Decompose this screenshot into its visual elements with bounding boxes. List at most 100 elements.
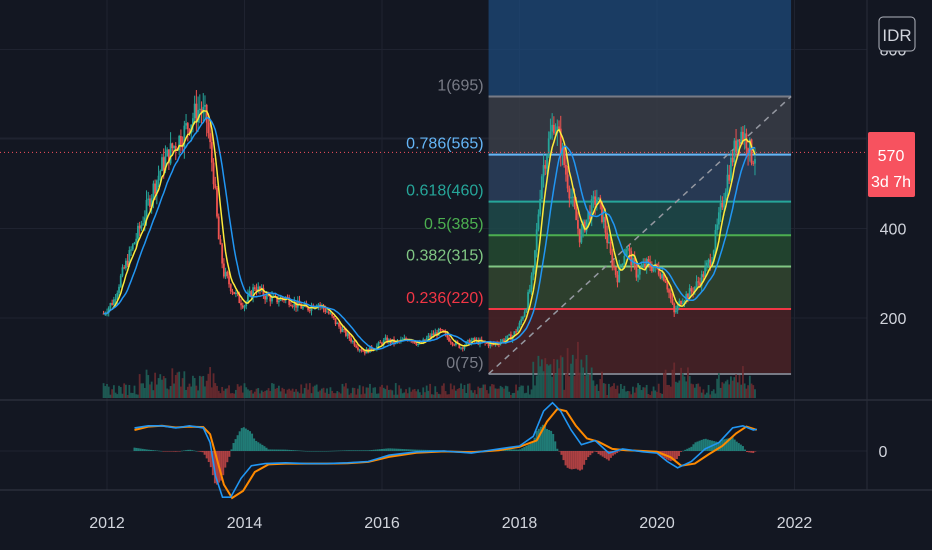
candle-body[interactable]	[250, 291, 253, 297]
candle-body[interactable]	[222, 263, 225, 277]
candle-body[interactable]	[716, 224, 719, 231]
candle-body[interactable]	[625, 249, 627, 257]
candle-body[interactable]	[236, 292, 239, 294]
candle-body[interactable]	[430, 333, 433, 337]
candle-body[interactable]	[271, 296, 273, 302]
candle-body[interactable]	[513, 331, 516, 337]
candle-body[interactable]	[542, 165, 545, 177]
candle-body[interactable]	[357, 347, 359, 350]
candle-body[interactable]	[195, 103, 198, 123]
candle-body[interactable]	[501, 339, 504, 342]
candle-body[interactable]	[109, 303, 112, 308]
candle-body[interactable]	[485, 342, 488, 344]
candle-body[interactable]	[681, 302, 684, 305]
candle-body[interactable]	[721, 202, 724, 208]
candle-body[interactable]	[685, 293, 688, 302]
candle-body[interactable]	[119, 275, 122, 287]
candle-body[interactable]	[231, 291, 234, 293]
candle-body[interactable]	[255, 289, 258, 292]
candle-body[interactable]	[527, 292, 529, 309]
candle-body[interactable]	[257, 286, 260, 292]
candle-body[interactable]	[198, 108, 201, 110]
candle-body[interactable]	[693, 286, 696, 293]
candle-body[interactable]	[470, 339, 473, 345]
candle-body[interactable]	[166, 149, 169, 157]
candle-body[interactable]	[477, 339, 480, 345]
candle-body[interactable]	[412, 341, 414, 343]
candle-body[interactable]	[212, 162, 215, 185]
currency-button-frame[interactable]	[878, 16, 916, 52]
candle-body[interactable]	[468, 339, 471, 345]
candle-body[interactable]	[149, 198, 151, 207]
candle-body[interactable]	[635, 264, 638, 278]
candle-body[interactable]	[427, 335, 430, 339]
candle-body[interactable]	[252, 287, 254, 297]
candle-body[interactable]	[661, 274, 664, 279]
candle-body[interactable]	[465, 341, 468, 346]
candle-body[interactable]	[566, 174, 569, 189]
candle-body[interactable]	[745, 133, 748, 149]
candle-body[interactable]	[403, 338, 406, 340]
candle-body[interactable]	[609, 242, 612, 254]
candle-body[interactable]	[384, 337, 387, 340]
candle-body[interactable]	[558, 126, 560, 129]
candle-body[interactable]	[657, 267, 660, 275]
candle-body[interactable]	[539, 198, 542, 215]
candle-body[interactable]	[503, 339, 505, 342]
candle-body[interactable]	[298, 300, 301, 306]
candle-body[interactable]	[229, 284, 232, 292]
candle-body[interactable]	[683, 301, 686, 303]
candle-body[interactable]	[126, 260, 129, 266]
candle-body[interactable]	[504, 339, 507, 342]
candle-body[interactable]	[602, 216, 605, 222]
candle-body[interactable]	[680, 300, 682, 305]
candle-body[interactable]	[432, 333, 435, 336]
candle-body[interactable]	[216, 187, 218, 217]
candle-body[interactable]	[351, 340, 354, 342]
candle-body[interactable]	[245, 301, 248, 307]
candle-body[interactable]	[697, 281, 700, 283]
candle-body[interactable]	[561, 147, 564, 156]
candle-body[interactable]	[523, 311, 526, 317]
candle-body[interactable]	[748, 139, 751, 155]
candle-body[interactable]	[226, 271, 229, 277]
candle-body[interactable]	[128, 250, 131, 266]
candle-body[interactable]	[358, 349, 361, 351]
candle-body[interactable]	[578, 228, 581, 243]
candle-body[interactable]	[650, 267, 653, 272]
candle-body[interactable]	[142, 223, 144, 225]
candle-body[interactable]	[460, 347, 462, 349]
candle-body[interactable]	[733, 140, 736, 163]
candle-body[interactable]	[544, 165, 547, 169]
candle-body[interactable]	[547, 138, 550, 156]
candle-body[interactable]	[181, 146, 184, 148]
candle-body[interactable]	[329, 313, 332, 315]
candle-body[interactable]	[276, 296, 279, 303]
candle-body[interactable]	[552, 124, 555, 134]
candle-body[interactable]	[272, 295, 275, 297]
candle-body[interactable]	[345, 329, 347, 336]
candle-body[interactable]	[628, 248, 631, 252]
candle-body[interactable]	[570, 197, 572, 199]
candle-body[interactable]	[308, 310, 311, 312]
candle-body[interactable]	[620, 264, 622, 266]
candle-body[interactable]	[214, 184, 217, 188]
candle-body[interactable]	[253, 287, 256, 290]
candle-body[interactable]	[554, 132, 557, 134]
candle-body[interactable]	[528, 289, 531, 293]
candle-body[interactable]	[580, 229, 583, 243]
candle-body[interactable]	[736, 139, 739, 152]
candle-body[interactable]	[707, 259, 710, 263]
candle-body[interactable]	[434, 332, 437, 336]
candle-body[interactable]	[638, 268, 641, 275]
candle-body[interactable]	[669, 292, 672, 299]
candle-body[interactable]	[339, 326, 342, 332]
candle-body[interactable]	[522, 316, 524, 320]
candle-body[interactable]	[162, 157, 165, 171]
candle-body[interactable]	[210, 142, 213, 163]
candle-body[interactable]	[750, 139, 753, 163]
candle-body[interactable]	[353, 340, 356, 346]
candle-body[interactable]	[338, 323, 340, 327]
candle-body[interactable]	[205, 104, 208, 123]
candle-body[interactable]	[209, 133, 212, 143]
